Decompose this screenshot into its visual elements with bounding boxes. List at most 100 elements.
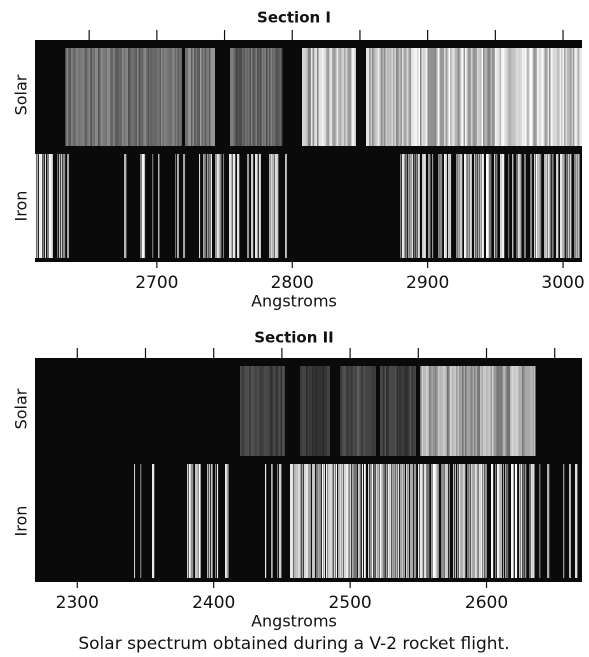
solar-line	[523, 366, 525, 456]
iron-line	[444, 154, 446, 258]
solar-line	[305, 48, 307, 146]
iron-line	[296, 464, 299, 578]
solar-line	[80, 48, 82, 146]
solar-line	[318, 48, 320, 146]
solar-line	[387, 48, 389, 146]
solar-line	[189, 48, 191, 146]
iron-line	[211, 464, 213, 578]
solar-line	[399, 366, 401, 456]
iron-line	[310, 464, 312, 578]
solar-line	[429, 48, 431, 146]
solar-line	[246, 48, 248, 146]
solar-line	[68, 48, 70, 146]
solar-line	[471, 366, 473, 456]
solar-line	[495, 48, 497, 146]
iron-line	[483, 464, 485, 578]
iron-line	[400, 464, 403, 578]
iron-line	[410, 154, 412, 258]
iron-line	[481, 464, 483, 578]
solar-line	[247, 366, 249, 456]
iron-line	[530, 154, 533, 258]
solar-line	[478, 48, 480, 146]
solar-line	[188, 48, 190, 146]
iron-line	[479, 464, 482, 578]
iron-line	[402, 464, 404, 578]
iron-line	[229, 154, 232, 258]
solar-line	[408, 48, 410, 146]
iron-line	[574, 154, 577, 258]
solar-line	[260, 48, 262, 146]
iron-line	[223, 154, 225, 258]
solar-line	[158, 48, 160, 146]
iron-line	[474, 154, 476, 258]
solar-line	[126, 48, 128, 146]
solar-line	[367, 48, 369, 146]
solar-line	[384, 366, 386, 456]
iron-line	[412, 154, 414, 258]
solar-line	[117, 48, 119, 146]
solar-line	[329, 48, 331, 146]
iron-line	[51, 154, 53, 258]
solar-line	[161, 48, 163, 146]
solar-line	[330, 48, 332, 146]
iron-line	[382, 464, 384, 578]
iron-line	[304, 464, 307, 578]
iron-line	[424, 464, 426, 578]
solar-line	[339, 48, 341, 146]
iron-line	[390, 464, 392, 578]
solar-line	[341, 366, 343, 456]
iron-line	[433, 464, 436, 578]
solar-line	[236, 48, 238, 146]
iron-line	[424, 154, 426, 258]
iron-line	[463, 464, 466, 578]
solar-line	[433, 48, 435, 146]
solar-line	[324, 366, 326, 456]
solar-line	[579, 48, 581, 146]
x-tick-label: 2600	[465, 593, 508, 613]
iron-line	[518, 154, 520, 258]
solar-line	[519, 366, 521, 456]
iron-line	[441, 464, 444, 578]
solar-line	[400, 48, 402, 146]
solar-line	[356, 366, 358, 456]
solar-line	[128, 48, 130, 146]
solar-line	[526, 366, 528, 456]
iron-line	[47, 154, 50, 258]
iron-line	[336, 464, 338, 578]
solar-line	[450, 366, 452, 456]
solar-line	[520, 366, 522, 456]
solar-line	[454, 366, 456, 456]
iron-line	[471, 464, 473, 578]
solar-line	[265, 366, 267, 456]
iron-line	[277, 154, 279, 258]
solar-line	[405, 48, 407, 146]
iron-line	[490, 154, 492, 258]
solar-line	[243, 48, 245, 146]
solar-line	[347, 366, 349, 456]
iron-line	[316, 464, 319, 578]
solar-line	[406, 48, 408, 146]
iron-line	[231, 154, 233, 258]
solar-line	[255, 366, 257, 456]
iron-line	[142, 154, 145, 258]
solar-line	[523, 48, 525, 146]
solar-line	[313, 366, 315, 456]
solar-line	[480, 366, 482, 456]
iron-line	[247, 154, 250, 258]
solar-line	[134, 48, 136, 146]
iron-line	[207, 154, 209, 258]
solar-line	[576, 48, 578, 146]
iron-line	[520, 154, 522, 258]
iron-line	[67, 154, 70, 258]
solar-line	[71, 48, 73, 146]
iron-line	[508, 154, 510, 258]
solar-line	[402, 48, 404, 146]
solar-line	[342, 48, 344, 146]
solar-line	[555, 48, 557, 146]
solar-line	[264, 366, 266, 456]
solar-line	[259, 366, 261, 456]
solar-line	[98, 48, 100, 146]
iron-line	[308, 464, 311, 578]
solar-line	[111, 48, 113, 146]
solar-line	[239, 48, 241, 146]
